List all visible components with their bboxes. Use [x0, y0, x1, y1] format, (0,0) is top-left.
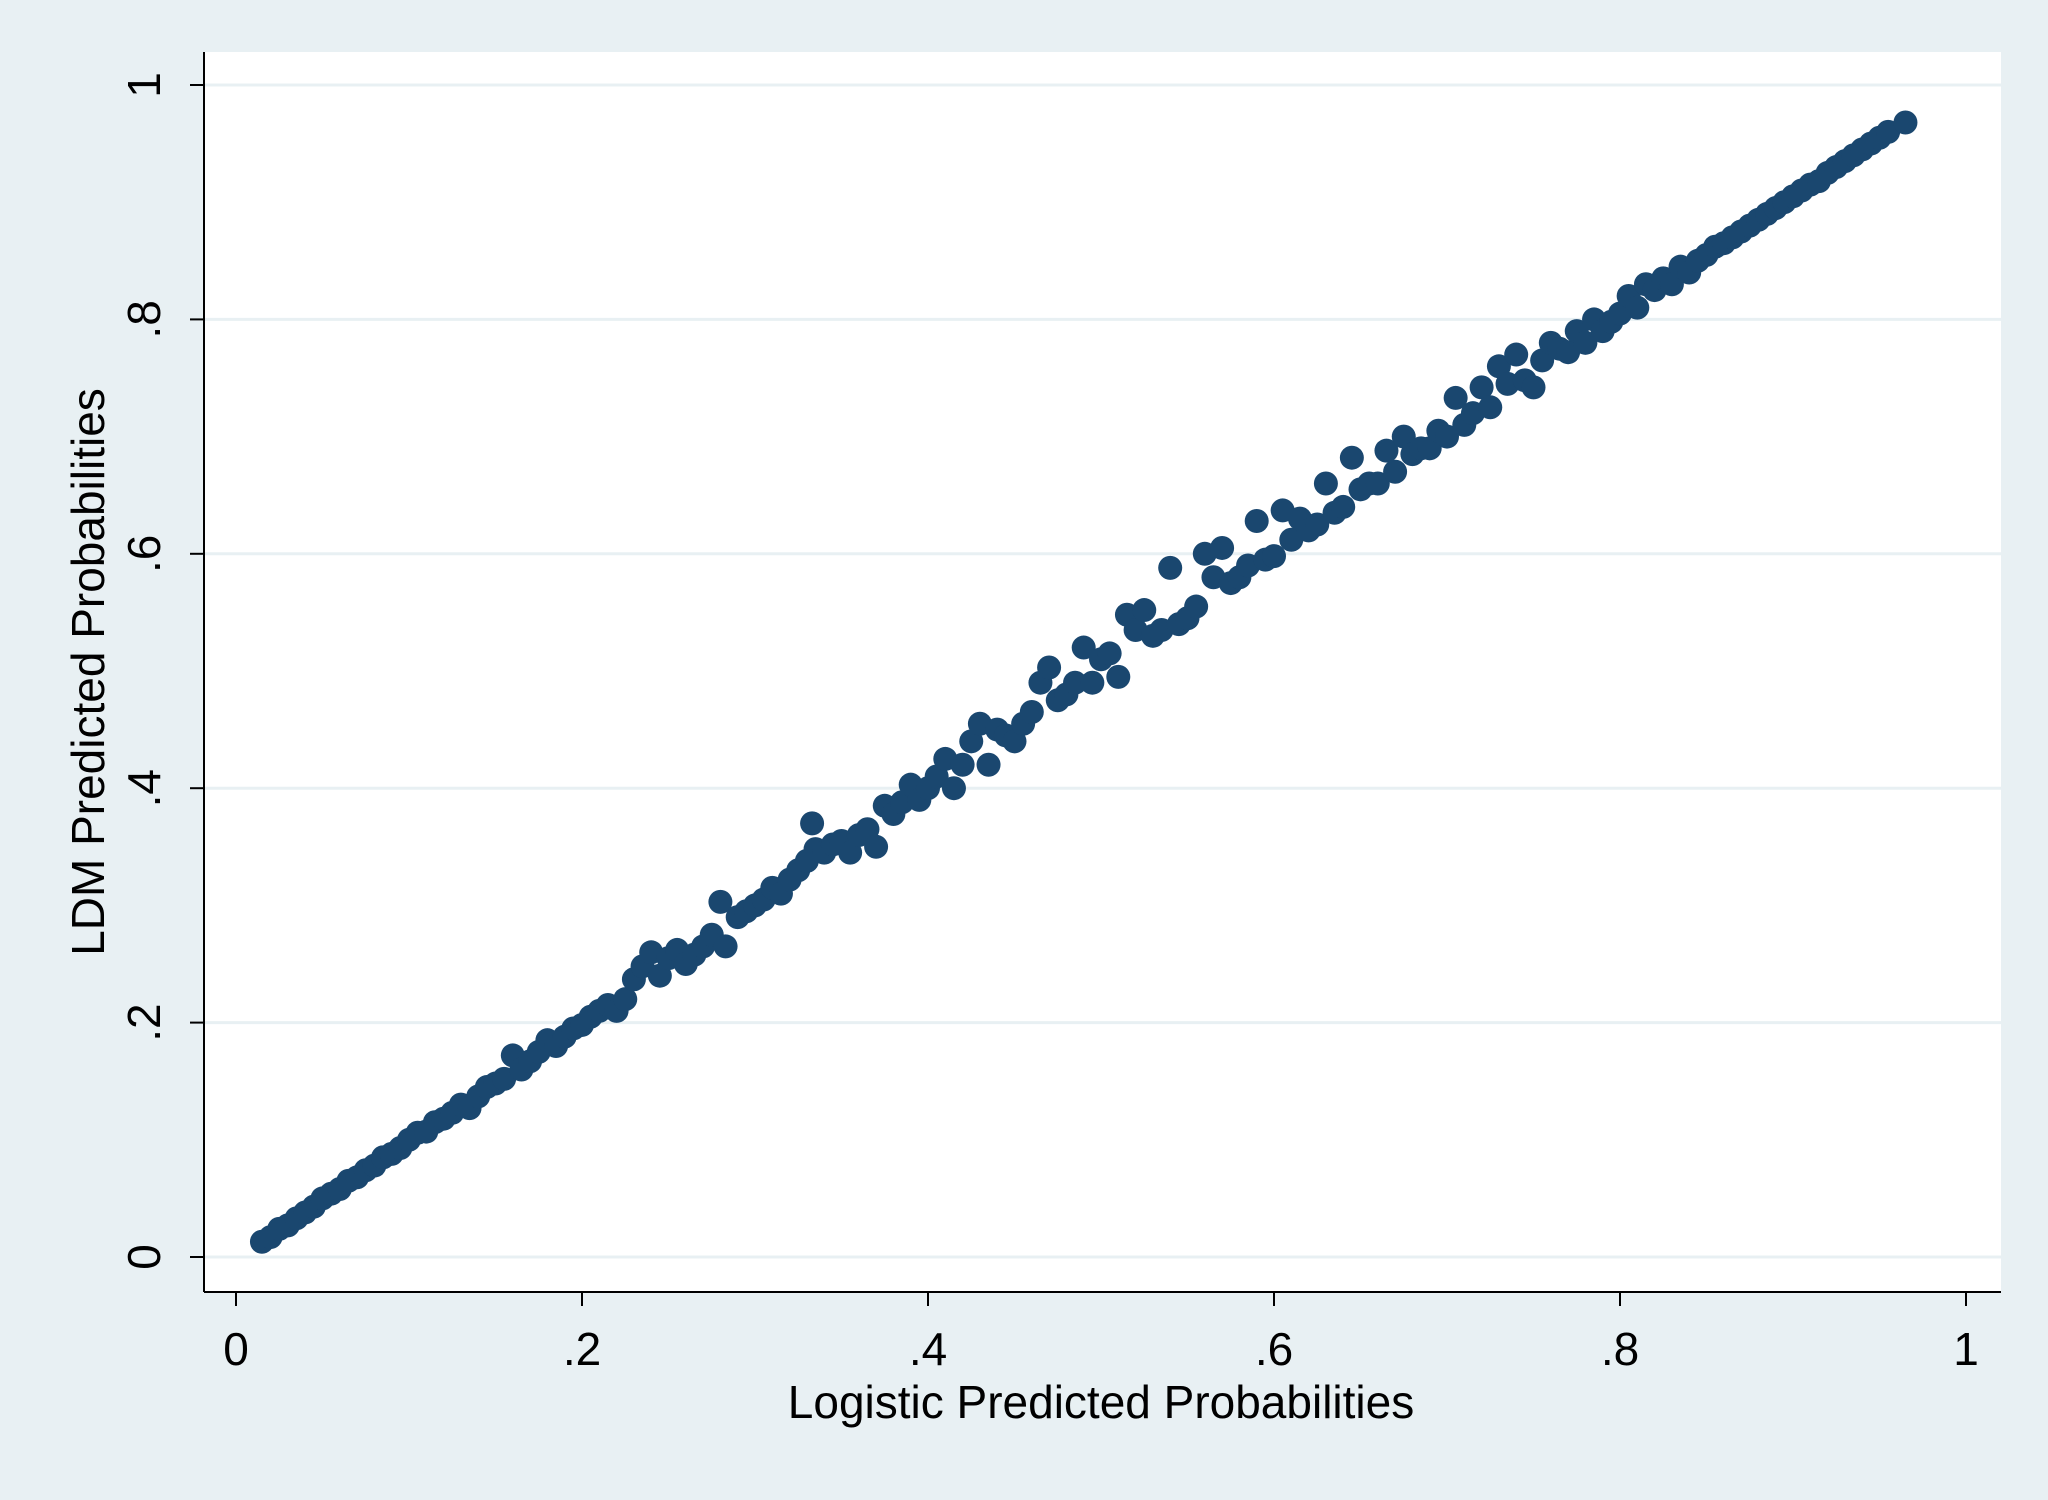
- x-axis-label: Logistic Predicted Probabilities: [788, 1376, 1414, 1428]
- data-point: [1071, 635, 1096, 660]
- data-point: [1305, 512, 1330, 537]
- scatter-points: [249, 110, 1918, 1254]
- data-point: [1106, 664, 1131, 689]
- data-point: [1313, 471, 1338, 496]
- data-point: [1097, 641, 1122, 666]
- x-tick-label: 0: [223, 1323, 249, 1375]
- data-point: [1365, 471, 1390, 496]
- data-point: [976, 752, 1001, 777]
- data-point: [941, 776, 966, 801]
- gridlines: [204, 83, 2001, 1259]
- data-point: [800, 811, 825, 836]
- data-point: [1080, 670, 1105, 695]
- data-point: [1573, 330, 1598, 355]
- data-point: [1037, 655, 1062, 680]
- data-point: [1521, 375, 1546, 400]
- data-point: [1262, 544, 1286, 569]
- data-point: [1893, 110, 1918, 135]
- data-point: [713, 934, 738, 959]
- y-tick-label: .6: [118, 535, 170, 573]
- data-point: [613, 987, 638, 1012]
- y-tick-label: 1: [118, 72, 170, 98]
- data-point: [1469, 375, 1494, 400]
- data-point: [1019, 700, 1044, 725]
- data-point: [708, 889, 733, 914]
- axes: [203, 52, 2001, 1293]
- y-tick-label: 0: [118, 1244, 170, 1270]
- data-point: [1625, 295, 1650, 320]
- y-tick-label: .2: [118, 1003, 170, 1041]
- data-point: [1374, 438, 1399, 463]
- data-point: [1210, 535, 1235, 560]
- data-point: [1443, 385, 1468, 410]
- x-tick-label: .4: [909, 1323, 947, 1375]
- data-point: [1339, 445, 1364, 470]
- x-tick-label: 1: [1953, 1323, 1979, 1375]
- data-point: [950, 752, 975, 777]
- tick-marks: 0 .2 .4 .6 .8 1 0 .2 .4 .6 .8 1: [118, 72, 1979, 1375]
- y-tick-label: .8: [118, 300, 170, 338]
- x-tick-label: .2: [563, 1323, 601, 1375]
- data-point: [1504, 342, 1529, 367]
- y-tick-label: .4: [118, 769, 170, 807]
- data-point: [864, 834, 889, 859]
- data-point: [1383, 459, 1408, 484]
- data-point: [1435, 424, 1459, 449]
- data-point: [1063, 670, 1088, 695]
- x-tick-label: .8: [1601, 1323, 1639, 1375]
- data-point: [1158, 555, 1183, 580]
- data-point: [1331, 494, 1356, 519]
- data-point: [1132, 598, 1157, 623]
- data-point: [1244, 508, 1269, 533]
- x-tick-label: .6: [1255, 1323, 1293, 1375]
- y-axis-label: LDM Predicted Probabilities: [62, 388, 114, 956]
- data-point: [1184, 594, 1209, 619]
- data-point: [1478, 395, 1503, 420]
